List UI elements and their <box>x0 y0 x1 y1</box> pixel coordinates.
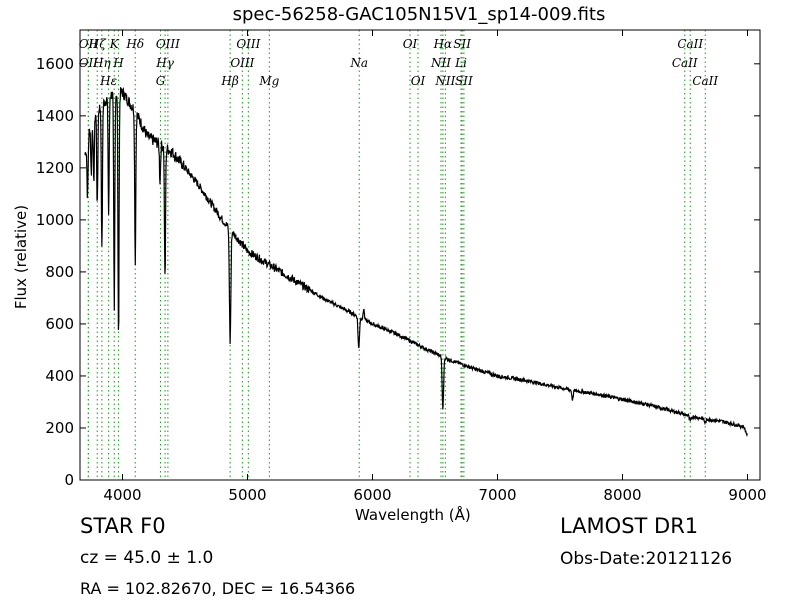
y-tick-label: 0 <box>64 471 74 489</box>
line-label: OIII <box>156 37 180 51</box>
line-label: Mg <box>258 74 279 88</box>
line-label: NII <box>430 56 451 70</box>
line-label: OIII <box>230 56 254 70</box>
x-tick-label: 8000 <box>603 486 641 504</box>
x-tick-label: 4000 <box>103 486 141 504</box>
line-label: SII <box>453 37 471 51</box>
x-tick-label: 7000 <box>478 486 516 504</box>
line-label: OIII <box>236 37 260 51</box>
line-marker-layer <box>87 30 706 480</box>
line-label: H <box>112 56 124 70</box>
line-label: CaII <box>677 37 703 51</box>
line-label: Hα <box>433 37 453 51</box>
y-tick-label: 200 <box>45 419 74 437</box>
line-label: OII <box>79 56 99 70</box>
line-label: OII <box>79 37 99 51</box>
line-label: K <box>109 37 120 51</box>
chart-title: spec-56258-GAC105N15V1_sp14-009.fits <box>232 4 606 25</box>
line-label: CaII <box>672 56 698 70</box>
line-label-layer: OIIOIIHζHηHεKHHδGHγOIIIHβOIIIOIIIMgNaOIO… <box>79 37 719 88</box>
y-tick-label: 1200 <box>36 159 74 177</box>
survey-label: LAMOST DR1 <box>560 514 699 538</box>
redshift-label: cz = 45.0 ± 1.0 <box>80 548 214 568</box>
y-tick-label: 400 <box>45 367 74 385</box>
line-label: CaII <box>692 74 718 88</box>
line-label: SII <box>455 74 473 88</box>
x-tick-label: 5000 <box>228 486 266 504</box>
line-label: Hδ <box>125 37 144 51</box>
obs-date-label: Obs-Date:20121126 <box>560 549 733 569</box>
x-axis-label: Wavelength (Å) <box>355 506 471 524</box>
y-tick-label: 1400 <box>36 107 74 125</box>
classification-label: STAR F0 <box>80 514 166 538</box>
line-label: NII <box>434 74 455 88</box>
y-axis-label: Flux (relative) <box>12 204 30 310</box>
line-label: Hε <box>99 74 117 88</box>
line-label: OI <box>411 74 426 88</box>
line-label: Hγ <box>155 56 174 70</box>
coordinates-label: RA = 102.82670, DEC = 16.54366 <box>80 579 356 598</box>
line-label: Na <box>349 56 368 70</box>
y-tick-label: 1600 <box>36 55 74 73</box>
spectrum-line <box>84 87 748 437</box>
x-tick-label: 6000 <box>353 486 391 504</box>
x-tick-label: 9000 <box>728 486 766 504</box>
plot-frame <box>79 29 761 481</box>
line-label: Hη <box>92 56 111 70</box>
line-label: Hζ <box>88 37 107 51</box>
y-tick-label: 600 <box>45 315 74 333</box>
line-label: G <box>156 74 166 88</box>
line-label: Hβ <box>220 74 238 88</box>
y-tick-label: 800 <box>45 263 74 281</box>
axis-ticks: 4000 5000 6000 7000 8000 9000 0 200 400 600 800 100… <box>36 30 767 504</box>
y-tick-label: 1000 <box>36 211 74 229</box>
line-label: Li <box>454 56 467 70</box>
line-label: OI <box>403 37 418 51</box>
